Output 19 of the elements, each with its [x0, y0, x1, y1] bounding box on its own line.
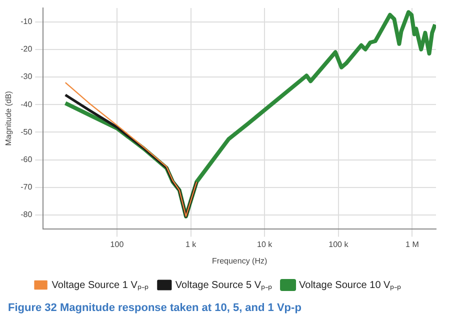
y-axis-title: Magnitude (dB): [4, 90, 14, 146]
y-tick-label: -20: [20, 44, 33, 54]
x-tick-label: 100 k: [328, 240, 350, 249]
x-tick-label: 1 M: [406, 240, 420, 249]
x-axis-title: Frequency (Hz): [212, 256, 268, 266]
x-tick-label: 10 k: [257, 240, 274, 249]
y-tick-label: -50: [20, 127, 33, 136]
y-tick-label: -30: [20, 72, 33, 82]
y-tick-label: -60: [20, 155, 33, 164]
legend-label: Voltage Source 1 Vₚ₋ₚ: [52, 280, 148, 291]
y-tick-label: -40: [20, 100, 33, 109]
legend-label: Voltage Source 5 Vₚ₋ₚ: [175, 280, 272, 291]
caption: Figure 32 Magnitude response taken at 10, 5, and 1 Vp-p: [8, 302, 302, 314]
y-tick-label: -80: [20, 210, 33, 220]
x-tick-label: 1 k: [185, 240, 198, 249]
y-tick-label: -70: [20, 182, 33, 192]
x-tick-label: 100: [110, 240, 124, 249]
y-tick-label: -10: [20, 17, 33, 26]
legend-label: Voltage Source 10 Vₚ₋ₚ: [299, 280, 402, 291]
